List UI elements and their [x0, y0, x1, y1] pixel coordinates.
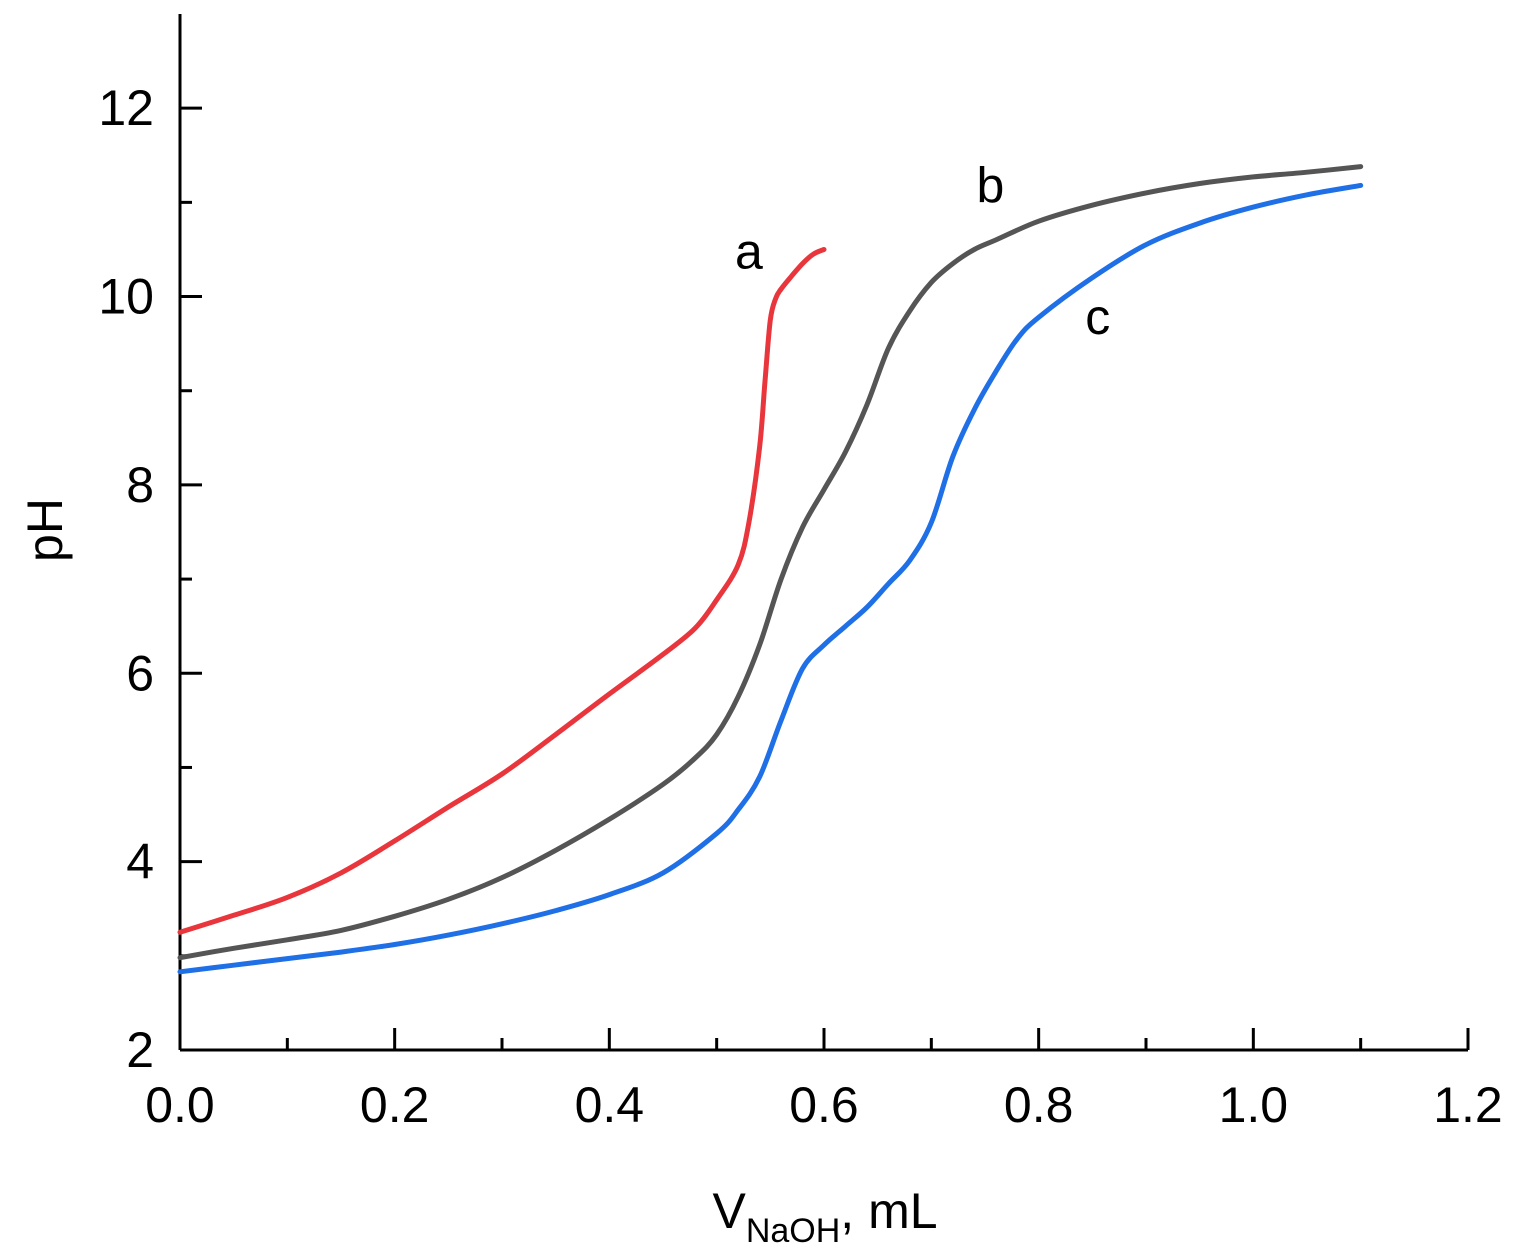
ticks: 0.0 0.2 0.4 0.6 0.8 1.0 1.2 2 4 6 8 10 12	[98, 80, 1502, 1133]
y-tick-label: 2	[126, 1022, 154, 1078]
y-tick-label: 8	[126, 457, 154, 513]
y-tick-label: 6	[126, 645, 154, 701]
series-line-c	[177, 182, 1364, 975]
curve-label-c: c	[1085, 289, 1110, 345]
series-line-a	[177, 247, 827, 935]
x-tick-label: 1.2	[1433, 1077, 1503, 1133]
curve-labels: a b c	[735, 157, 1110, 345]
x-axis-label: VNaOH, mL	[712, 1183, 937, 1250]
x-axis-label-subscript: NaOH	[746, 1212, 840, 1250]
y-tick-label: 4	[126, 834, 154, 890]
x-tick-label: 0.6	[789, 1077, 859, 1133]
curve-label-a: a	[735, 223, 763, 279]
y-tick-label: 12	[98, 80, 154, 136]
x-axis-label-unit: , mL	[840, 1183, 937, 1239]
x-tick-label: 0.0	[145, 1077, 215, 1133]
x-tick-label: 0.2	[360, 1077, 430, 1133]
series-group	[177, 164, 1364, 975]
x-tick-label: 1.0	[1219, 1077, 1289, 1133]
x-axis-label-main: V	[712, 1183, 746, 1239]
y-axis-label: pH	[17, 498, 73, 562]
axes	[178, 14, 1468, 1052]
y-tick-label: 10	[98, 269, 154, 325]
series-line-b	[177, 164, 1364, 961]
x-tick-label: 0.4	[575, 1077, 645, 1133]
x-tick-label: 0.8	[1004, 1077, 1074, 1133]
curve-label-b: b	[976, 157, 1004, 213]
